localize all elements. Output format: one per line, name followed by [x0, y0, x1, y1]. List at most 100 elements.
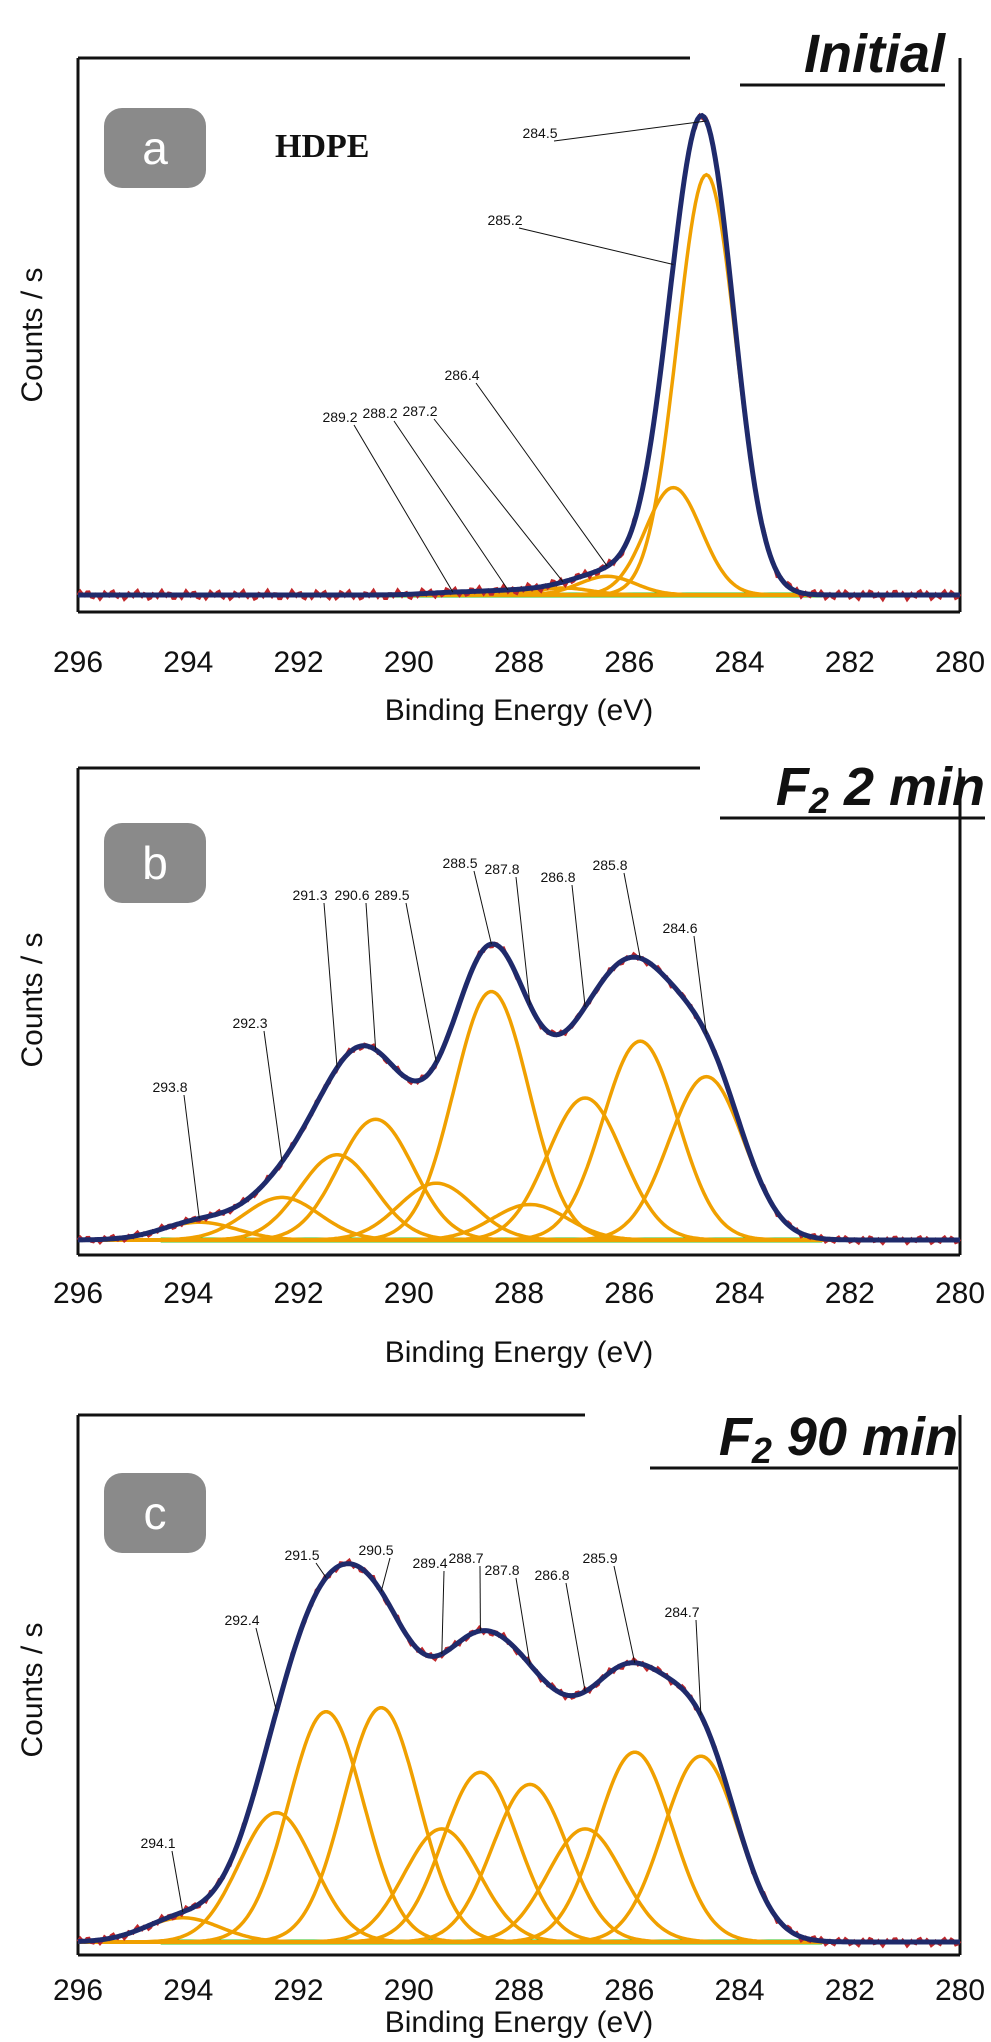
peak-leader-line — [571, 884, 586, 1007]
panel-badge — [104, 1473, 206, 1553]
peak-label: 286.8 — [540, 869, 575, 885]
x-tick-label: 294 — [163, 646, 213, 679]
panel-badge — [104, 823, 206, 903]
x-tick-label: 294 — [163, 1277, 213, 1310]
component-peak-285.2 — [78, 485, 960, 597]
x-axis-ticks: 296 294 292 290 288 286 284 282 280 — [53, 1974, 985, 2007]
fit-envelope — [77, 1561, 960, 1945]
component-peak-286.8 — [78, 1096, 960, 1242]
component-peak-288.5 — [78, 989, 960, 1242]
peak-label: 287.8 — [484, 1562, 519, 1578]
x-axis-ticks: 296 294 292 290 288 286 284 282 280 — [53, 1277, 985, 1310]
peak-leader-line — [315, 1562, 327, 1578]
x-axis-label: Binding Energy (eV) — [385, 1336, 653, 1369]
raw-spectrum — [76, 941, 962, 1246]
peak-label: 293.8 — [152, 1079, 187, 1095]
x-tick-label: 290 — [384, 646, 434, 679]
peak-leader-line — [693, 935, 707, 1035]
peak-label: 285.2 — [487, 212, 522, 228]
peak-label: 284.5 — [522, 125, 557, 141]
peak-label: 287.2 — [402, 403, 437, 419]
peak-label: 286.8 — [534, 1567, 569, 1583]
component-peak-291.5 — [78, 1710, 960, 1944]
x-tick-label: 282 — [825, 646, 875, 679]
peak-leader-line — [393, 420, 509, 591]
panel-letter: b — [142, 837, 168, 889]
peak-label: 288.7 — [448, 1550, 483, 1566]
peak-leader-line — [613, 1565, 636, 1663]
x-tick-label: 282 — [825, 1974, 875, 2007]
x-axis-label: Binding Energy (eV) — [385, 2006, 653, 2039]
peak-label: 294.1 — [140, 1835, 175, 1851]
x-tick-label: 292 — [273, 1277, 323, 1310]
x-tick-label: 290 — [384, 1277, 434, 1310]
peak-label: 287.8 — [484, 861, 519, 877]
peak-label: 292.4 — [224, 1612, 259, 1628]
peak-leader-line — [473, 870, 492, 945]
component-peak-291.3 — [78, 1153, 960, 1242]
condition-title: F2 90 min — [719, 1407, 958, 1471]
plot-area — [76, 941, 962, 1246]
x-tick-label: 284 — [714, 646, 764, 679]
x-tick-label: 296 — [53, 1974, 103, 2007]
peak-label: 289.5 — [374, 887, 409, 903]
x-axis-label: Binding Energy (eV) — [385, 694, 653, 727]
peak-leader-line — [183, 1094, 200, 1219]
peak-leader-line — [441, 1570, 445, 1655]
x-tick-label: 296 — [53, 646, 103, 679]
plot-area — [76, 112, 962, 603]
peak-leader-line — [565, 1582, 586, 1692]
peak-label: 289.4 — [412, 1555, 447, 1571]
fit-envelope — [78, 112, 960, 598]
peak-leader-line — [255, 1627, 277, 1712]
peak-label: 290.5 — [358, 1542, 393, 1558]
peak-leader-line — [433, 418, 564, 583]
x-tick-label: 292 — [273, 1974, 323, 2007]
peak-label: 291.3 — [292, 887, 327, 903]
peak-label: 289.2 — [322, 409, 357, 425]
peak-leader-line — [515, 1577, 531, 1665]
peak-label: 291.5 — [284, 1547, 319, 1563]
condition-title: F2 2 min — [776, 757, 985, 821]
peak-leader-line — [553, 120, 707, 142]
x-tick-label: 280 — [935, 1277, 985, 1310]
peak-label: 285.8 — [592, 857, 627, 873]
y-axis-label: Counts / s — [16, 267, 49, 402]
peak-leader-line — [405, 902, 437, 1063]
panel-letter: c — [144, 1487, 167, 1539]
x-tick-label: 296 — [53, 1277, 103, 1310]
y-axis-label: Counts / s — [16, 1622, 49, 1757]
peak-label: 285.9 — [582, 1550, 617, 1566]
peak-label: 292.3 — [232, 1015, 267, 1031]
x-tick-label: 294 — [163, 1974, 213, 2007]
x-tick-label: 286 — [604, 646, 654, 679]
sample-label: HDPE — [275, 128, 369, 165]
panel-c: F2 90 min c Counts / s Binding Energy (e… — [16, 1407, 985, 2039]
peak-label: 284.7 — [664, 1604, 699, 1620]
peak-leader-line — [353, 424, 454, 593]
x-tick-label: 286 — [604, 1277, 654, 1310]
peak-leader-line — [365, 902, 377, 1050]
x-tick-label: 284 — [714, 1277, 764, 1310]
peak-labels: 284.5 285.2 286.4 287.2 288.2 289.2 — [322, 120, 707, 593]
component-peak-284.5 — [78, 172, 960, 597]
x-tick-label: 280 — [935, 646, 985, 679]
panel-b: F2 2 min b Counts / s Binding Energy (eV… — [16, 757, 985, 1369]
peak-leader-line — [263, 1030, 283, 1162]
fit-envelope — [78, 941, 960, 1243]
peak-leader-line — [171, 1850, 184, 1913]
peak-leader-line — [380, 1557, 391, 1592]
x-tick-label: 284 — [714, 1974, 764, 2007]
x-tick-label: 288 — [494, 646, 544, 679]
x-tick-label: 292 — [273, 646, 323, 679]
x-tick-label: 288 — [494, 1974, 544, 2007]
panel-badge — [104, 108, 206, 188]
panel-a: Initial a HDPE Counts / s Binding Energy… — [16, 24, 985, 727]
x-axis-ticks: 296 294 292 290 288 286 284 282 280 — [53, 646, 985, 679]
peak-labels: 284.6 285.8 286.8 287.8 288.5 289.5 290.6 291.3… — [152, 855, 707, 1219]
x-tick-label: 286 — [604, 1974, 654, 2007]
panel-letter: a — [142, 122, 168, 174]
component-peak-290.5 — [78, 1706, 960, 1944]
